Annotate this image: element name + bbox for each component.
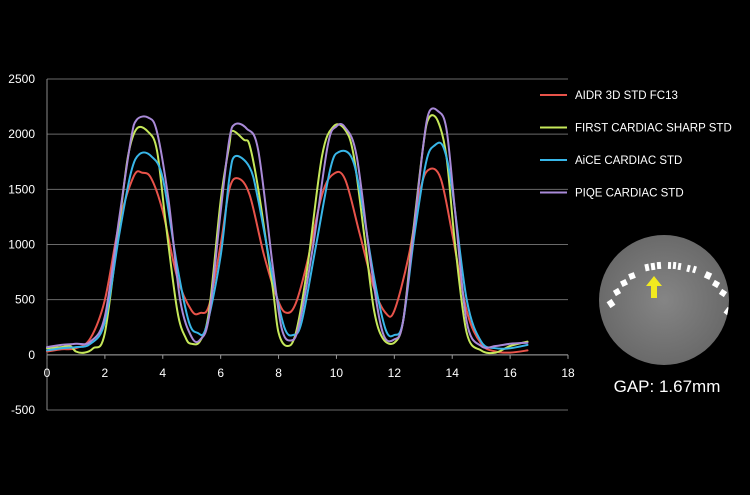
wire-marker: [612, 287, 622, 297]
series-lines: [46, 107, 529, 355]
legend: AIDR 3D STD FC13 FIRST CARDIAC SHARP STD A…: [540, 90, 732, 200]
y-tick-label: -500: [11, 403, 35, 417]
wire-marker: [619, 278, 629, 288]
axes: -500 0 500 1000 1500 2000 2500 0 2 4 6 8 10 12 14 16 18: [8, 72, 575, 417]
x-tick-label: 0: [44, 366, 51, 380]
legend-label: AIDR 3D STD FC13: [575, 90, 678, 102]
x-tick-label: 10: [330, 366, 344, 380]
x-tick-label: 18: [561, 366, 575, 380]
x-tick-label: 8: [275, 366, 282, 380]
x-tick-label: 6: [217, 366, 224, 380]
wire-marker: [692, 265, 697, 274]
wire-marker: [644, 263, 650, 272]
series-line-3: [46, 141, 529, 352]
arrow-icon: [646, 276, 662, 298]
x-tick-label: 14: [446, 366, 460, 380]
y-tick-label: 500: [15, 293, 35, 307]
wire-marker: [650, 262, 656, 271]
phantom-disc: [599, 235, 729, 365]
series-line-4: [46, 107, 529, 349]
legend-label: AiCE CARDIAC STD: [575, 155, 682, 167]
gridlines: [47, 78, 568, 411]
wire-marker: [672, 261, 677, 270]
x-tick-label: 12: [388, 366, 402, 380]
phantom-wire-markers: [606, 261, 729, 317]
wire-marker: [606, 298, 616, 309]
legend-label: FIRST CARDIAC SHARP STD: [575, 123, 732, 135]
y-tick-label: 2500: [8, 72, 35, 86]
wire-marker: [656, 261, 662, 270]
wire-marker: [711, 279, 721, 289]
wire-marker: [686, 264, 691, 273]
x-tick-label: 16: [503, 366, 517, 380]
series-line-1: [46, 167, 529, 354]
x-tick-label: 4: [159, 366, 166, 380]
y-tick-label: 1000: [8, 238, 35, 252]
x-tick-label: 2: [102, 366, 109, 380]
wire-marker: [628, 272, 636, 280]
y-tick-label: 1500: [8, 182, 35, 196]
wire-marker: [718, 288, 728, 298]
gap-caption: GAP: 1.67mm: [614, 377, 721, 396]
y-tick-label: 0: [28, 348, 35, 362]
wire-marker: [667, 261, 672, 270]
y-tick-label: 2000: [8, 127, 35, 141]
wire-marker: [677, 262, 682, 271]
legend-label: PIQE CARDIAC STD: [575, 188, 684, 200]
wire-marker: [703, 271, 713, 280]
phantom-inset: GAP: 1.67mm: [599, 235, 729, 396]
